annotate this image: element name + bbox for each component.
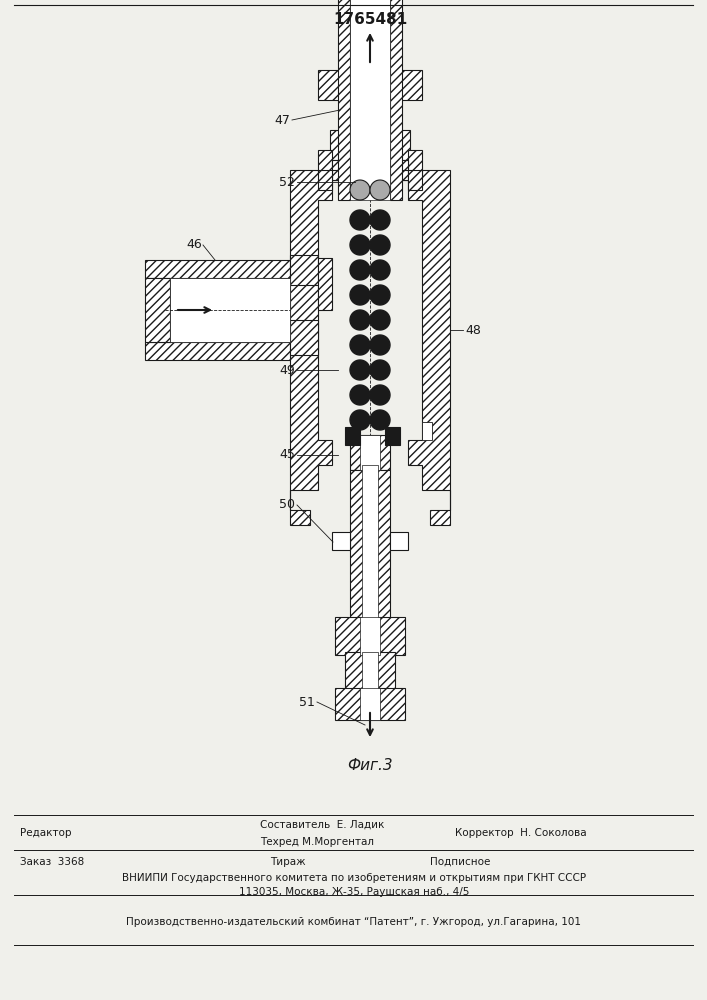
Polygon shape: [383, 100, 397, 140]
Polygon shape: [390, 0, 402, 200]
Polygon shape: [338, 0, 350, 200]
Polygon shape: [290, 170, 332, 525]
Polygon shape: [357, 65, 383, 140]
Text: Заказ  3368: Заказ 3368: [20, 857, 84, 867]
Polygon shape: [290, 320, 318, 355]
Text: 49: 49: [279, 363, 295, 376]
Text: 1765481: 1765481: [333, 12, 407, 27]
Circle shape: [350, 210, 370, 230]
Polygon shape: [343, 100, 397, 130]
Polygon shape: [345, 652, 395, 690]
Circle shape: [350, 180, 370, 200]
Text: 113035, Москва, Ж-35, Раушская наб., 4/5: 113035, Москва, Ж-35, Раушская наб., 4/5: [239, 887, 469, 897]
Polygon shape: [343, 100, 357, 140]
Text: 52: 52: [279, 176, 295, 188]
Circle shape: [350, 385, 370, 405]
Polygon shape: [332, 170, 408, 180]
Text: 47: 47: [274, 113, 290, 126]
Circle shape: [370, 285, 390, 305]
Text: Производственно-издательский комбинат “Патент”, г. Ужгород, ул.Гагарина, 101: Производственно-издательский комбинат “П…: [127, 917, 581, 927]
Polygon shape: [318, 150, 332, 180]
Text: Техред М.Моргентал: Техред М.Моргентал: [260, 837, 374, 847]
Polygon shape: [385, 427, 400, 445]
Text: ВНИИПИ Государственного комитета по изобретениям и открытиям при ГКНТ СССР: ВНИИПИ Государственного комитета по изоб…: [122, 873, 586, 883]
Text: Фиг.3: Фиг.3: [347, 758, 393, 772]
Circle shape: [370, 410, 390, 430]
Polygon shape: [360, 435, 380, 470]
Polygon shape: [422, 422, 432, 440]
Text: Редактор: Редактор: [20, 828, 71, 838]
Text: Составитель  Е. Ладик: Составитель Е. Ладик: [260, 820, 385, 830]
Circle shape: [350, 285, 370, 305]
Circle shape: [370, 335, 390, 355]
Circle shape: [370, 310, 390, 330]
Polygon shape: [145, 278, 170, 342]
Polygon shape: [350, 470, 390, 620]
Text: 51: 51: [299, 696, 315, 708]
Polygon shape: [360, 617, 380, 655]
Text: 45: 45: [279, 448, 295, 462]
Circle shape: [370, 210, 390, 230]
Polygon shape: [350, 0, 390, 200]
Polygon shape: [330, 130, 410, 160]
Polygon shape: [145, 342, 290, 360]
Circle shape: [370, 235, 390, 255]
Text: 48: 48: [465, 324, 481, 336]
Text: 50: 50: [279, 498, 295, 512]
Polygon shape: [350, 435, 390, 470]
Polygon shape: [408, 170, 450, 525]
Polygon shape: [290, 255, 318, 285]
Text: Тираж: Тираж: [270, 857, 305, 867]
Text: 46: 46: [186, 238, 202, 251]
Text: Подписное: Подписное: [430, 857, 491, 867]
Polygon shape: [170, 278, 290, 342]
Circle shape: [350, 260, 370, 280]
Polygon shape: [362, 652, 378, 690]
Polygon shape: [318, 170, 332, 190]
Text: Корректор  Н. Соколова: Корректор Н. Соколова: [455, 828, 587, 838]
Polygon shape: [145, 260, 290, 278]
Circle shape: [370, 180, 390, 200]
Polygon shape: [360, 688, 380, 720]
Circle shape: [370, 260, 390, 280]
Polygon shape: [332, 532, 350, 550]
Polygon shape: [335, 688, 405, 720]
Circle shape: [370, 385, 390, 405]
Circle shape: [350, 410, 370, 430]
Polygon shape: [390, 532, 408, 550]
Polygon shape: [335, 617, 405, 655]
Polygon shape: [408, 170, 422, 190]
Polygon shape: [332, 160, 408, 180]
Polygon shape: [350, 130, 390, 160]
Circle shape: [350, 235, 370, 255]
Circle shape: [370, 360, 390, 380]
Circle shape: [350, 360, 370, 380]
Polygon shape: [408, 150, 422, 180]
Polygon shape: [318, 258, 332, 310]
Circle shape: [350, 310, 370, 330]
Polygon shape: [318, 70, 422, 100]
Polygon shape: [362, 465, 378, 620]
Circle shape: [350, 335, 370, 355]
Polygon shape: [345, 427, 360, 445]
